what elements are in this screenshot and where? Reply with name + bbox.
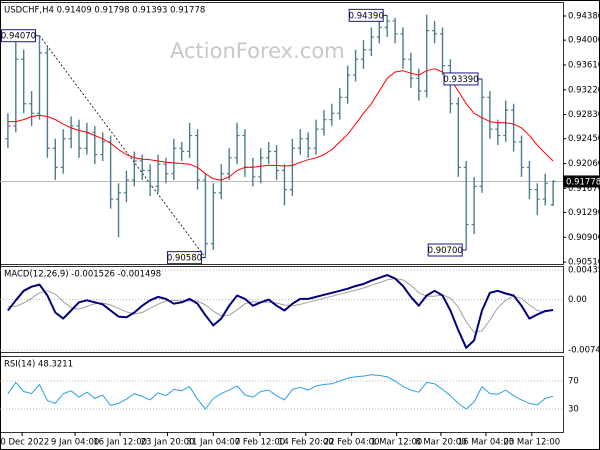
x-tick-label: 23 Jan 20:00 bbox=[141, 438, 195, 448]
current-price-box bbox=[563, 175, 599, 188]
annotation-box bbox=[348, 8, 384, 22]
y-tick-label: 0.94380 bbox=[568, 11, 600, 21]
y-tick-label: 0.90510 bbox=[568, 258, 600, 268]
annotation-box bbox=[166, 251, 202, 265]
x-tick-label: 16 Jan 12:00 bbox=[93, 438, 147, 448]
annotation-label: 0.94070 bbox=[1, 32, 36, 42]
x-tick-label: 7 Feb 12:00 bbox=[235, 438, 285, 448]
panel-frame bbox=[0, 266, 564, 353]
x-tick-label: 16 Mar 04:00 bbox=[458, 438, 515, 448]
annotation-label: 0.90580 bbox=[167, 254, 202, 264]
annotation-label: 0.90700 bbox=[428, 246, 463, 256]
panel-title: RSI(14) 48.3211 bbox=[4, 360, 73, 370]
y-tick-label: 0.93610 bbox=[568, 60, 600, 70]
y-tick-label: 70 bbox=[568, 377, 579, 387]
trend-line bbox=[39, 35, 206, 258]
panel-title: MACD(12,26,9) -0.001526 -0.001498 bbox=[4, 270, 161, 280]
x-tick-label: 8 Mar 20:00 bbox=[415, 438, 466, 448]
rsi-line bbox=[7, 374, 554, 410]
moving-average bbox=[7, 68, 554, 181]
y-tick-label: 0.92830 bbox=[568, 110, 600, 120]
macd-line bbox=[7, 274, 554, 349]
watermark: ActionForex.com bbox=[170, 39, 345, 63]
x-tick-label: 9 Jan 04:00 bbox=[51, 438, 99, 448]
y-tick-label: 0.90900 bbox=[568, 233, 600, 243]
y-tick-label: 0.004354 bbox=[568, 266, 600, 276]
x-tick-label: 31 Jan 04:00 bbox=[186, 438, 240, 448]
annotation-box bbox=[443, 72, 479, 86]
y-tick-label: 0.94000 bbox=[568, 36, 600, 46]
x-tick-label: 14 Feb 20:00 bbox=[278, 438, 334, 448]
current-price-label: 0.91778 bbox=[566, 177, 600, 187]
y-tick-label: -0.007417 bbox=[568, 346, 600, 356]
annotation-label: 0.94390 bbox=[349, 11, 384, 21]
annotation-box bbox=[1, 29, 37, 43]
x-tick-label: 22 Feb 04:00 bbox=[324, 438, 380, 448]
panel-frame bbox=[0, 2, 564, 265]
panel-frame bbox=[0, 356, 564, 433]
y-tick-label: 0.92450 bbox=[568, 134, 600, 144]
y-tick-label: 30 bbox=[568, 405, 579, 415]
y-tick-label: 0.92060 bbox=[568, 159, 600, 169]
x-tick-label: 30 Dec 2022 bbox=[0, 438, 49, 448]
y-tick-label: 0.91670 bbox=[568, 184, 600, 194]
panel-title: USDCHF,H4 0.91409 0.91798 0.91393 0.9177… bbox=[4, 6, 205, 16]
x-tick-label: 1 Mar 12:00 bbox=[371, 438, 422, 448]
y-tick-label: 0.91290 bbox=[568, 208, 600, 218]
annotation-box bbox=[427, 243, 463, 257]
annotation-label: 0.93390 bbox=[443, 75, 478, 85]
y-tick-label: 0.00 bbox=[568, 295, 587, 305]
macd-line bbox=[7, 278, 554, 333]
y-tick-label: 0.93220 bbox=[568, 85, 600, 95]
x-tick-label: 23 Mar 12:00 bbox=[503, 438, 560, 448]
